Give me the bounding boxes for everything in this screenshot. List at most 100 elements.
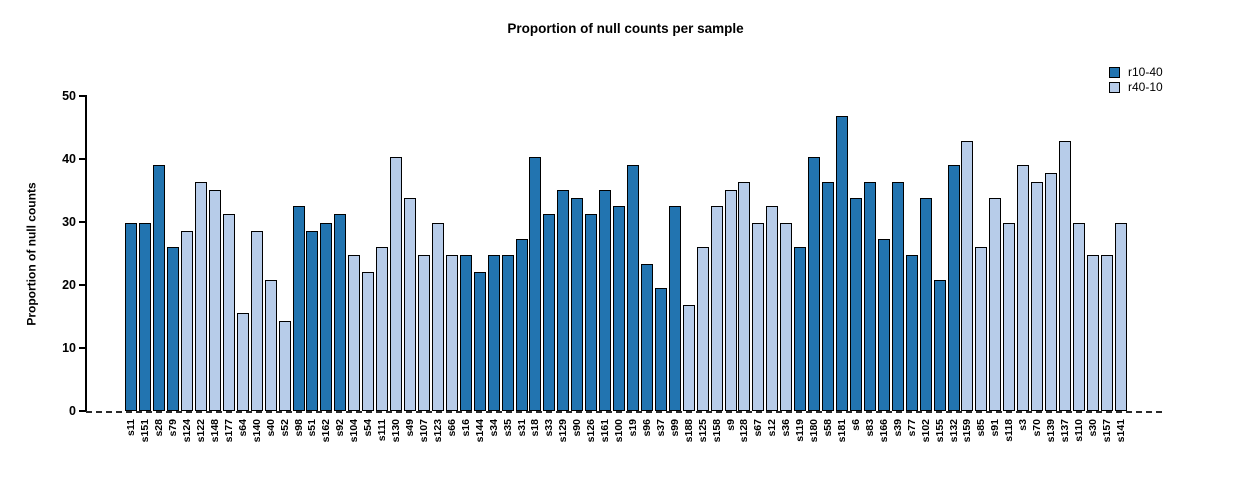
bar-s124 (181, 230, 194, 411)
x-tick-label: s144 (473, 419, 486, 443)
x-tick-label: s90 (571, 419, 584, 437)
x-tick-label: s104 (348, 419, 361, 443)
bar-s148 (208, 189, 221, 411)
bar-s107 (417, 255, 430, 411)
x-tick-label: s140 (250, 419, 263, 443)
bar-s159 (961, 140, 974, 411)
x-tick-label: s83 (863, 419, 876, 437)
y-tick (79, 221, 86, 223)
x-tick-label: s128 (738, 419, 751, 443)
zero-baseline-dashed-line (86, 410, 1165, 413)
x-tick-label: s67 (752, 419, 765, 437)
bar-s18 (529, 157, 542, 411)
bar-s110 (1072, 222, 1085, 411)
bar-s177 (222, 214, 235, 411)
y-tick (79, 410, 86, 412)
x-tick-label: s18 (529, 419, 542, 437)
bar-s34 (487, 255, 500, 411)
x-tick-label: s111 (376, 419, 389, 442)
x-tick-label: s137 (1059, 419, 1071, 443)
bar-s58 (822, 181, 835, 411)
x-tick-label: s92 (334, 419, 347, 437)
x-tick-label: s107 (417, 419, 430, 443)
bar-s67 (752, 222, 765, 411)
x-tick-label: s31 (515, 419, 528, 437)
bar-s180 (808, 157, 821, 411)
x-tick-label: s155 (933, 419, 946, 443)
legend-swatch (1109, 82, 1120, 93)
bar-s122 (194, 181, 207, 411)
bar-s129 (557, 189, 570, 411)
x-tick-label: s124 (181, 419, 194, 443)
bar-s52 (278, 320, 291, 411)
x-tick-label: s54 (362, 419, 375, 437)
x-tick-label: s30 (1086, 419, 1099, 437)
x-tick-label: s96 (640, 419, 653, 437)
bar-s166 (877, 239, 890, 411)
x-tick-label: s177 (222, 419, 235, 443)
bar-s16 (459, 255, 472, 411)
x-tick-label: s19 (627, 419, 639, 437)
y-tick (79, 284, 86, 286)
x-tick-label: s126 (585, 419, 598, 443)
x-tick-label: s28 (153, 419, 166, 437)
bar-s51 (306, 230, 319, 411)
x-tick-label: s180 (808, 419, 821, 443)
bar-s37 (654, 288, 667, 411)
y-tick (79, 95, 86, 97)
x-tick-label: s99 (668, 419, 681, 437)
x-tick-label: s66 (445, 419, 458, 437)
x-tick-label: s91 (989, 419, 1002, 437)
x-tick-label: s122 (194, 419, 207, 443)
x-tick-label: s70 (1031, 419, 1044, 437)
y-tick-label: 50 (62, 89, 76, 103)
bar-s158 (710, 206, 723, 411)
bar-s111 (376, 247, 389, 411)
x-tick-label: s16 (459, 419, 472, 437)
x-tick-label: s98 (292, 419, 305, 437)
bar-s100 (613, 206, 626, 411)
bar-s66 (445, 255, 458, 411)
bar-s90 (571, 198, 584, 411)
chart-title: Proportion of null counts per sample (507, 21, 744, 36)
y-tick (79, 347, 86, 349)
x-tick-label: s188 (682, 419, 695, 443)
x-tick-label: s58 (822, 419, 835, 437)
x-tick-label: s141 (1114, 419, 1127, 443)
x-tick-label: s12 (766, 419, 779, 437)
bar-s126 (585, 214, 598, 411)
bar-s119 (794, 247, 807, 411)
x-tick-label: s34 (487, 419, 500, 437)
x-tick-label: s79 (167, 419, 180, 437)
bar-s11 (125, 222, 138, 411)
x-tick-label: s39 (891, 419, 904, 437)
x-tick-label: s181 (836, 419, 849, 443)
bar-s161 (599, 189, 612, 411)
x-tick-label: s6 (849, 419, 862, 431)
bar-s6 (849, 198, 862, 411)
legend: r10-40 r40-10 (1109, 65, 1163, 95)
bar-s39 (891, 181, 904, 411)
y-axis-label: Proportion of null counts (24, 182, 38, 326)
bar-s123 (431, 222, 444, 411)
bar-s64 (236, 312, 249, 411)
x-tick-label: s11 (125, 419, 138, 436)
x-tick-label: s37 (654, 419, 667, 437)
bar-s139 (1045, 173, 1058, 411)
bar-s118 (1003, 222, 1016, 411)
x-tick-label: s36 (780, 419, 793, 437)
x-tick-label: s157 (1100, 419, 1113, 443)
y-tick-label: 20 (62, 278, 76, 292)
y-tick-label: 30 (62, 215, 76, 229)
legend-item: r10-40 (1109, 65, 1163, 80)
bar-s102 (919, 198, 932, 411)
bar-s9 (724, 189, 737, 411)
x-tick-label: s119 (794, 419, 807, 442)
bar-s137 (1059, 140, 1071, 411)
x-tick-label: s49 (404, 419, 417, 437)
bar-s98 (292, 206, 305, 411)
y-tick-label: 10 (62, 341, 76, 355)
bar-s36 (780, 222, 793, 411)
bar-s92 (334, 214, 347, 411)
